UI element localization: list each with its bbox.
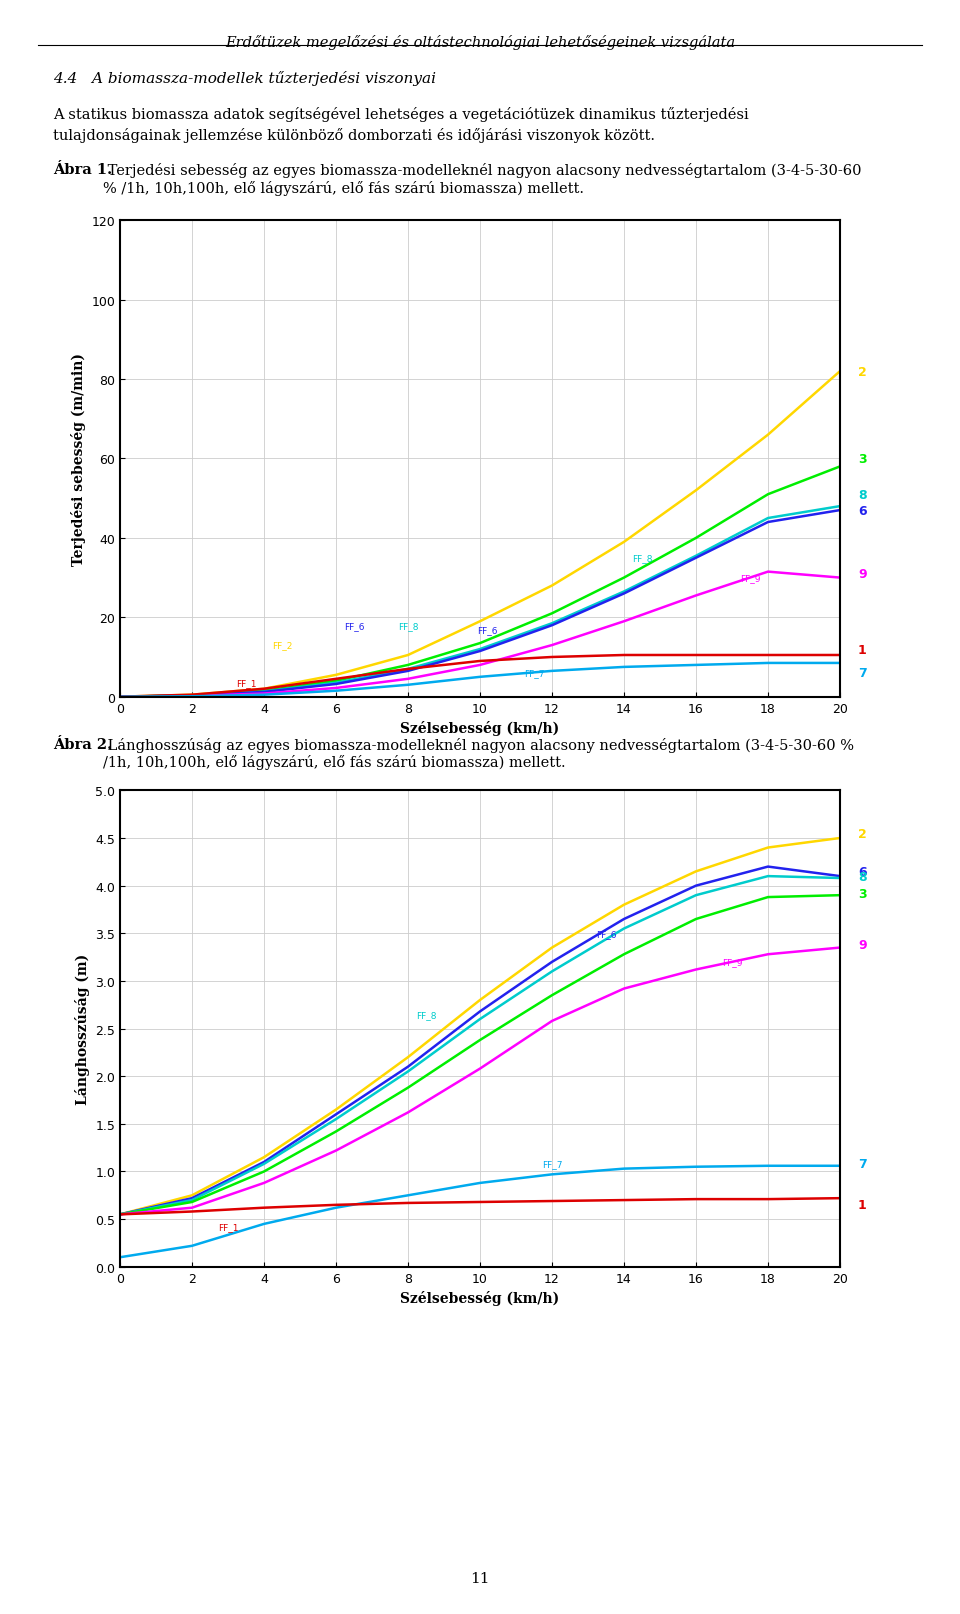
Text: 6: 6 bbox=[858, 504, 867, 516]
Text: A statikus biomassza adatok segítségével lehetséges a vegetációtüzek dinamikus : A statikus biomassza adatok segítségével… bbox=[53, 107, 749, 121]
Text: Lánghosszúság az egyes biomassza-modelleknél nagyon alacsony nedvességtartalom (: Lánghosszúság az egyes biomassza-modelle… bbox=[103, 738, 853, 770]
Text: FF_8: FF_8 bbox=[416, 1010, 436, 1018]
Text: FF_9: FF_9 bbox=[722, 957, 742, 967]
X-axis label: Szélsebesség (km/h): Szélsebesség (km/h) bbox=[400, 1290, 560, 1306]
Text: 1: 1 bbox=[858, 1199, 867, 1212]
Text: FF_6: FF_6 bbox=[596, 930, 616, 938]
Text: 8: 8 bbox=[858, 870, 867, 883]
Text: Ábra 2.: Ábra 2. bbox=[53, 738, 112, 752]
Text: 4.4   A biomassza-modellek tűzterjedési viszonyai: 4.4 A biomassza-modellek tűzterjedési vi… bbox=[53, 71, 436, 86]
Text: FF_8: FF_8 bbox=[632, 554, 652, 563]
Text: 2: 2 bbox=[858, 365, 867, 378]
Text: FF_8: FF_8 bbox=[397, 621, 419, 631]
Text: 7: 7 bbox=[858, 1157, 867, 1170]
Text: 7: 7 bbox=[858, 667, 867, 679]
Text: 6: 6 bbox=[858, 865, 867, 878]
Text: FF_6: FF_6 bbox=[477, 625, 497, 634]
Text: 9: 9 bbox=[858, 568, 867, 581]
Y-axis label: Lánghosszúság (m): Lánghosszúság (m) bbox=[75, 954, 89, 1104]
Text: 9: 9 bbox=[858, 939, 867, 952]
Text: 3: 3 bbox=[858, 452, 867, 466]
Text: Erdőtüzek megelőzési és oltástechnológiai lehetőségeinek vizsgálata: Erdőtüzek megelőzési és oltástechnológia… bbox=[225, 34, 735, 50]
Y-axis label: Terjedési sebesség (m/min): Terjedési sebesség (m/min) bbox=[71, 353, 85, 565]
Text: 11: 11 bbox=[470, 1570, 490, 1585]
Text: FF_9: FF_9 bbox=[740, 573, 760, 583]
Text: 3: 3 bbox=[858, 888, 867, 901]
X-axis label: Szélsebesség (km/h): Szélsebesség (km/h) bbox=[400, 720, 560, 736]
Text: FF_2: FF_2 bbox=[272, 641, 292, 650]
Text: FF_7: FF_7 bbox=[524, 668, 544, 678]
Text: FF_1: FF_1 bbox=[218, 1222, 238, 1231]
Text: 1: 1 bbox=[858, 642, 867, 657]
Text: 2: 2 bbox=[858, 828, 867, 841]
Text: Ábra 1.: Ábra 1. bbox=[53, 163, 112, 178]
Text: Terjedési sebesség az egyes biomassza-modelleknél nagyon alacsony nedvességtarta: Terjedési sebesség az egyes biomassza-mo… bbox=[103, 163, 861, 195]
Text: 8: 8 bbox=[858, 489, 867, 502]
Text: FF_6: FF_6 bbox=[344, 621, 364, 631]
Text: FF_1: FF_1 bbox=[236, 679, 256, 688]
Text: FF_7: FF_7 bbox=[541, 1159, 563, 1169]
Text: tulajdonságainak jellemzése különböző domborzati és időjárási viszonyok között.: tulajdonságainak jellemzése különböző do… bbox=[53, 128, 655, 142]
